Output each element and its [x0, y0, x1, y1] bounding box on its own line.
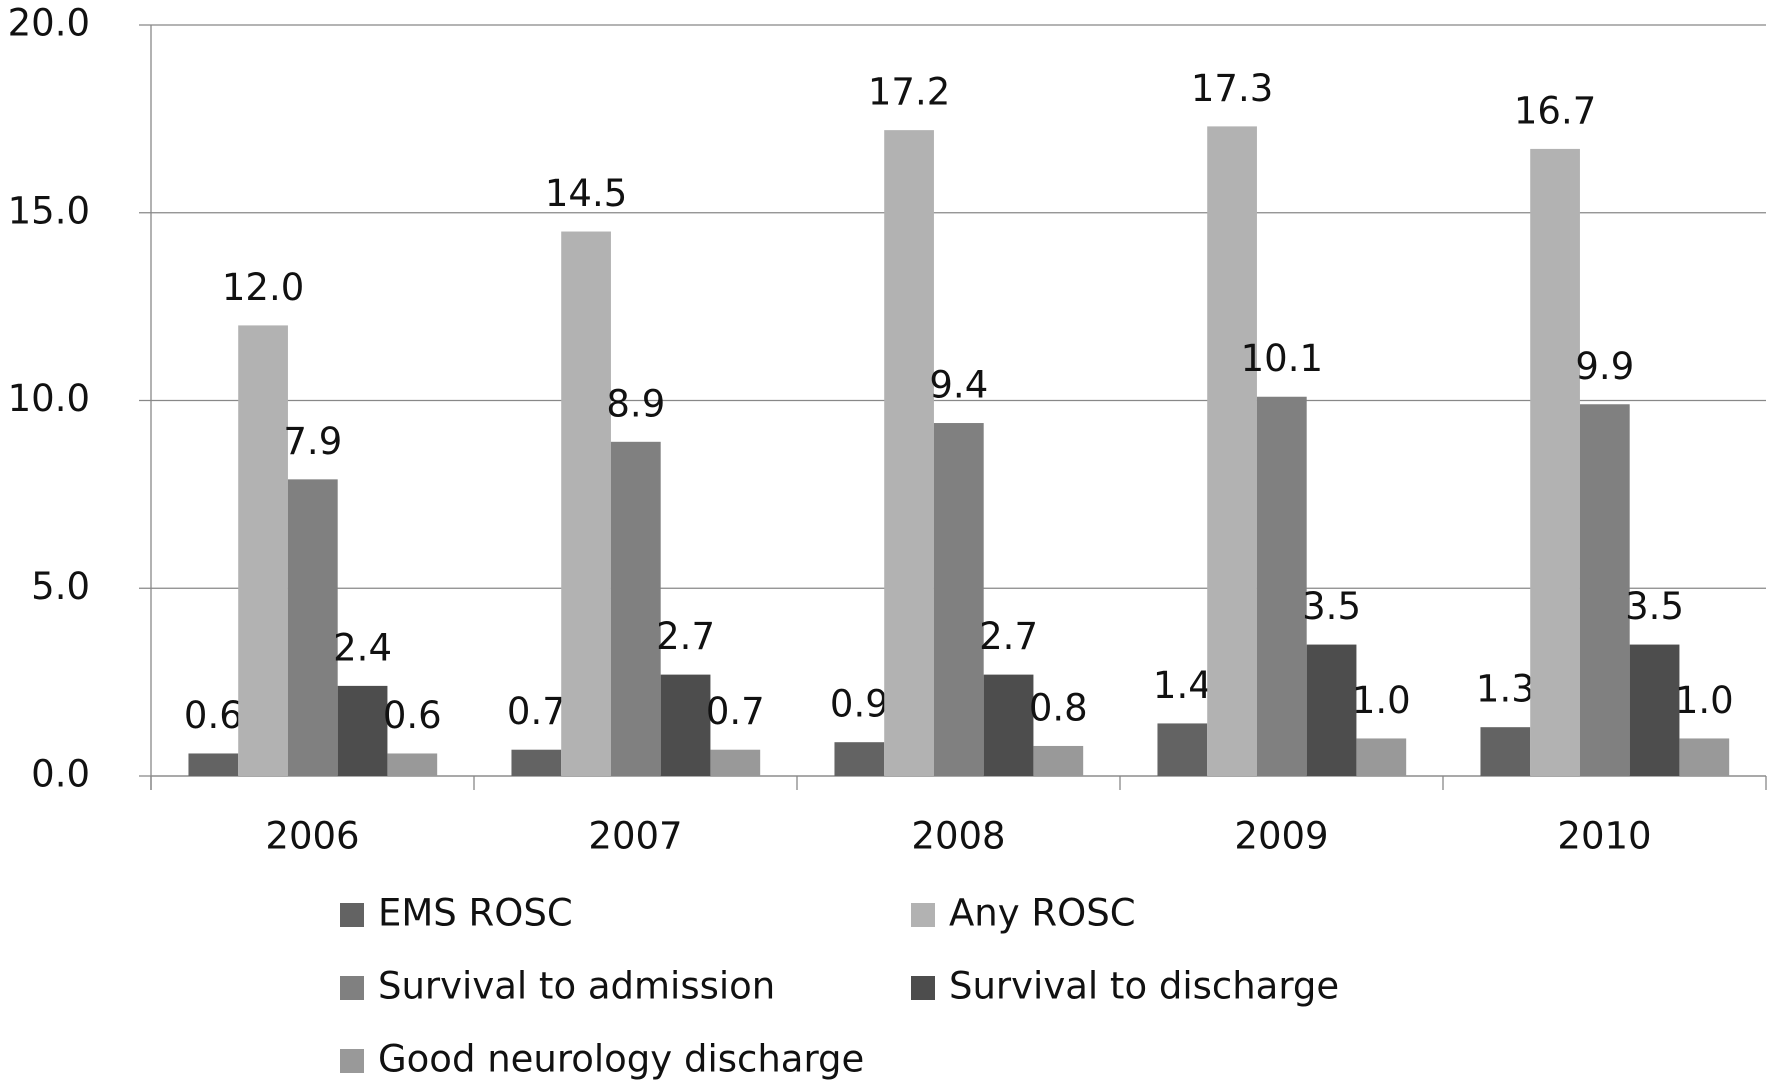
legend-label: Survival to discharge [949, 965, 1339, 1008]
bar [1480, 727, 1531, 776]
data-label: 3.5 [1625, 585, 1684, 628]
bar [1679, 738, 1730, 776]
data-label: 0.7 [507, 690, 566, 733]
bar [1306, 644, 1357, 776]
bar [238, 325, 288, 776]
data-label: 1.3 [1476, 668, 1535, 711]
bar [1356, 738, 1407, 776]
data-label: 2.7 [979, 615, 1038, 658]
legend-swatch [340, 976, 364, 1000]
legend-label: Survival to admission [378, 965, 775, 1008]
bar [884, 130, 934, 776]
bar [710, 749, 761, 776]
data-label: 14.5 [545, 172, 627, 215]
y-tick-label: 5.0 [31, 565, 90, 608]
legend-swatch [911, 903, 935, 927]
bar [660, 674, 711, 776]
bar [1530, 148, 1580, 777]
data-label: 17.3 [1191, 67, 1273, 110]
bar [983, 674, 1034, 776]
legend-swatch [340, 903, 364, 927]
data-label: 10.1 [1241, 337, 1323, 380]
data-label: 0.6 [184, 694, 243, 737]
bar [933, 423, 984, 776]
y-tick-label: 10.0 [8, 377, 90, 420]
legend-label: Any ROSC [949, 892, 1136, 935]
x-tick-label: 2006 [265, 815, 359, 858]
bar [1629, 644, 1680, 776]
x-tick-label: 2009 [1234, 815, 1328, 858]
data-label: 0.6 [383, 694, 442, 737]
bar [387, 753, 438, 776]
legend-label: EMS ROSC [378, 892, 573, 935]
data-label: 1.0 [1675, 679, 1734, 722]
legend-label: Good neurology discharge [378, 1038, 864, 1081]
legend-swatch [340, 1049, 364, 1073]
x-tick-label: 2007 [588, 815, 682, 858]
data-label: 1.0 [1352, 679, 1411, 722]
bar [1207, 126, 1257, 776]
bar [1157, 723, 1208, 776]
x-tick-label: 2010 [1557, 815, 1651, 858]
data-label: 8.9 [606, 382, 665, 425]
data-label: 0.9 [830, 683, 889, 726]
data-label: 16.7 [1514, 89, 1596, 132]
data-label: 7.9 [283, 420, 342, 463]
bar [1033, 745, 1084, 776]
bar [188, 753, 239, 776]
bar [511, 749, 562, 776]
y-tick-label: 0.0 [31, 753, 90, 796]
data-label: 9.4 [929, 364, 988, 407]
bar [610, 441, 661, 776]
bar [1579, 404, 1630, 776]
data-label: 1.4 [1153, 664, 1212, 707]
bar [1256, 396, 1307, 776]
data-label: 17.2 [868, 71, 950, 114]
data-label: 2.4 [333, 626, 392, 669]
data-label: 0.8 [1029, 686, 1088, 729]
bar [834, 742, 885, 776]
data-label: 2.7 [656, 615, 715, 658]
y-tick-label: 15.0 [8, 189, 90, 232]
x-tick-label: 2008 [911, 815, 1005, 858]
data-label: 9.9 [1575, 345, 1634, 388]
data-label: 0.7 [706, 690, 765, 733]
legend-swatch [911, 976, 935, 1000]
bar [561, 231, 611, 776]
bar [287, 479, 338, 776]
bar [337, 685, 388, 776]
data-label: 12.0 [222, 266, 304, 309]
y-tick-label: 20.0 [8, 2, 90, 45]
data-label: 3.5 [1302, 585, 1361, 628]
